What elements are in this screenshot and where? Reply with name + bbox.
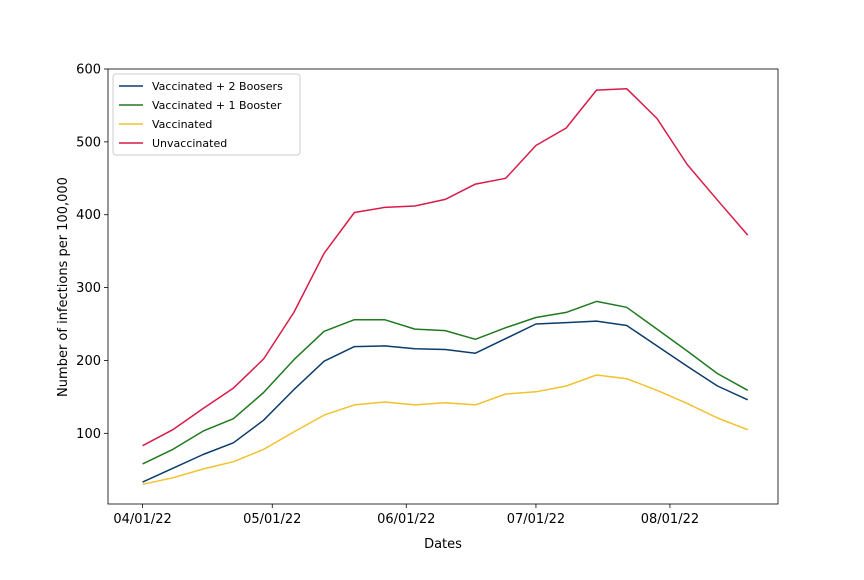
x-tick-label: 06/01/22: [377, 512, 435, 527]
series-line-2: [143, 375, 748, 484]
legend-label: Vaccinated: [152, 118, 212, 131]
legend-label: Vaccinated + 2 Boosers: [152, 80, 283, 93]
legend-label: Unvaccinated: [152, 137, 227, 150]
y-tick-label: 200: [76, 354, 101, 369]
y-axis: 100 200 300 400 500 600: [76, 63, 108, 442]
series-line-1: [143, 301, 748, 464]
y-tick-label: 100: [76, 427, 101, 442]
series-line-0: [143, 321, 748, 482]
y-tick-label: 400: [76, 208, 101, 223]
y-tick-label: 500: [76, 135, 101, 150]
x-tick-label: 08/01/22: [641, 512, 699, 527]
x-tick-label: 07/01/22: [507, 512, 565, 527]
x-tick-label: 05/01/22: [243, 512, 301, 527]
legend-label: Vaccinated + 1 Booster: [152, 99, 282, 112]
x-tick-label: 04/01/22: [113, 512, 171, 527]
x-axis-label: Dates: [424, 537, 462, 552]
legend: Vaccinated + 2 Boosers Vaccinated + 1 Boo…: [113, 74, 300, 155]
y-tick-label: 300: [76, 281, 101, 296]
x-axis: 04/01/22 05/01/22 06/01/22 07/01/22 08/01/22: [113, 504, 699, 527]
y-axis-label: Number of infections per 100,000: [56, 177, 71, 397]
y-tick-label: 600: [76, 63, 101, 78]
